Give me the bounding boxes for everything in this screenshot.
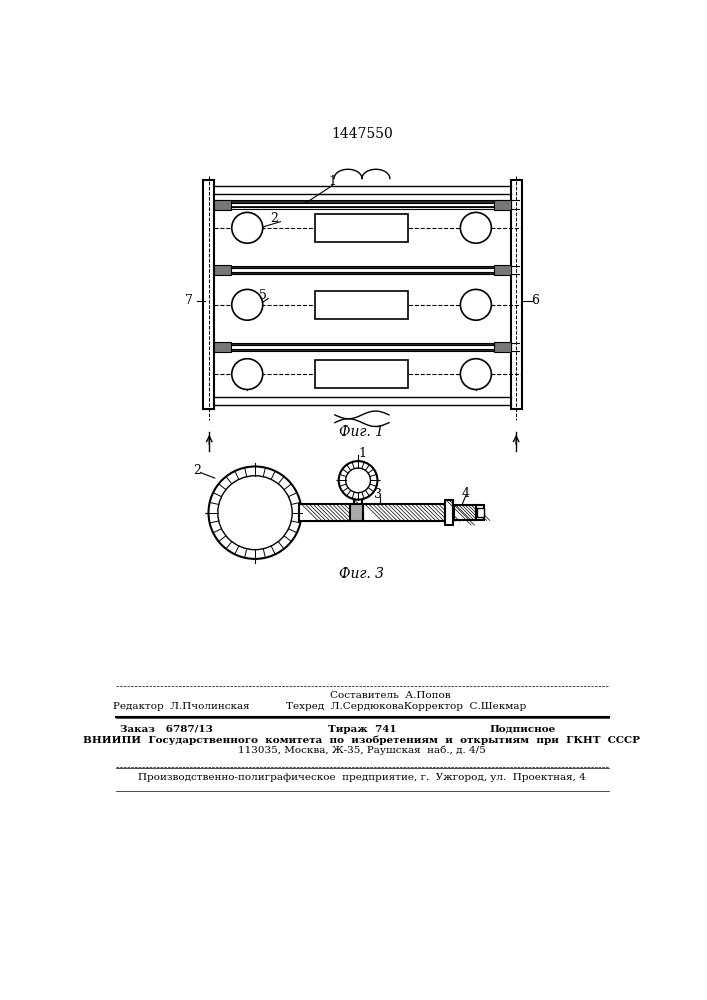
Bar <box>214 342 231 352</box>
Circle shape <box>218 476 292 550</box>
Circle shape <box>209 466 301 559</box>
Text: 2: 2 <box>271 212 279 225</box>
Bar <box>214 265 231 275</box>
Text: 1447550: 1447550 <box>331 127 393 141</box>
Bar <box>445 500 452 525</box>
Text: Производственно-полиграфическое  предприятие, г.  Ужгород, ул.  Проектная, 4: Производственно-полиграфическое предприя… <box>138 773 586 782</box>
Bar <box>214 200 231 210</box>
Bar <box>476 505 484 520</box>
Bar <box>299 504 352 521</box>
Bar <box>315 214 409 242</box>
Bar <box>315 360 409 388</box>
Text: 5: 5 <box>363 488 370 501</box>
Text: 113035, Москва, Ж-35, Раушская  наб., д. 4/5: 113035, Москва, Ж-35, Раушская наб., д. … <box>238 745 486 755</box>
Text: Редактор  Л.Пчолинская: Редактор Л.Пчолинская <box>113 702 250 711</box>
Text: 6: 6 <box>532 294 539 307</box>
Circle shape <box>460 359 491 389</box>
Bar <box>493 342 510 352</box>
Circle shape <box>346 468 370 493</box>
Text: Тираж  741: Тираж 741 <box>327 725 396 734</box>
Circle shape <box>232 289 263 320</box>
Circle shape <box>232 359 263 389</box>
Text: 5: 5 <box>259 289 267 302</box>
Bar <box>203 180 214 409</box>
Bar <box>315 291 409 319</box>
Text: 1: 1 <box>358 447 366 460</box>
Text: Техред  Л.СердюковаКорректор  С.Шекмар: Техред Л.СердюковаКорректор С.Шекмар <box>286 702 526 711</box>
Circle shape <box>460 289 491 320</box>
Bar <box>493 200 510 210</box>
Circle shape <box>460 212 491 243</box>
Bar <box>363 504 445 521</box>
Text: Заказ   6787/13: Заказ 6787/13 <box>119 725 212 734</box>
Circle shape <box>339 461 378 500</box>
Text: Фиг. 1: Фиг. 1 <box>339 425 385 439</box>
Bar <box>354 497 362 504</box>
Text: 3: 3 <box>374 488 382 501</box>
Text: ВНИИПИ  Государственного  комитета  по  изобретениям  и  открытиям  при  ГКНТ  С: ВНИИПИ Государственного комитета по изоб… <box>83 736 641 745</box>
Text: 7: 7 <box>185 294 193 307</box>
Bar <box>351 504 363 521</box>
Text: 4: 4 <box>462 487 469 500</box>
Bar <box>510 180 522 409</box>
Bar <box>493 265 510 275</box>
Bar <box>477 508 484 517</box>
Text: Подписное: Подписное <box>489 725 556 734</box>
Text: 1: 1 <box>329 175 337 188</box>
Text: 2: 2 <box>193 464 201 477</box>
Bar <box>454 505 476 520</box>
Circle shape <box>232 212 263 243</box>
Text: Фиг. 3: Фиг. 3 <box>339 567 385 581</box>
Text: Составитель  А.Попов: Составитель А.Попов <box>330 691 451 700</box>
